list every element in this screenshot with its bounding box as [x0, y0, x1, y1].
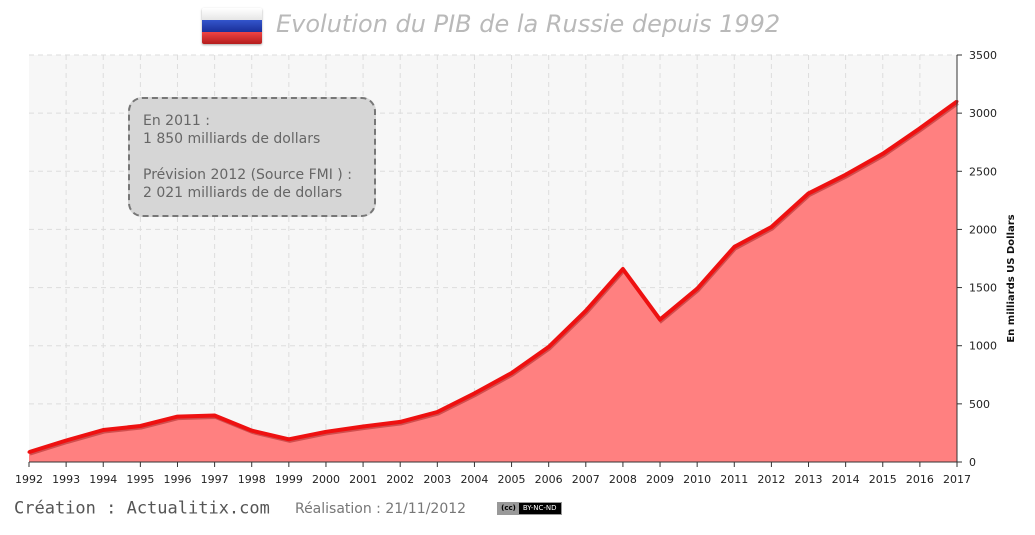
data-point: [547, 345, 551, 349]
x-tick-label: 2015: [869, 473, 897, 486]
x-tick-label: 2002: [386, 473, 414, 486]
license-text: BY-NC-ND: [522, 504, 557, 512]
x-tick-label: 2012: [757, 473, 785, 486]
x-tick-label: 1992: [15, 473, 43, 486]
x-tick-label: 2001: [349, 473, 377, 486]
data-point: [101, 428, 105, 432]
realisation-date: Réalisation : 21/11/2012: [294, 500, 467, 517]
x-tick-label: 2006: [535, 473, 563, 486]
x-tick-label: 2017: [943, 473, 971, 486]
x-tick-label: 2009: [646, 473, 674, 486]
x-tick-label: 2014: [832, 473, 860, 486]
data-point: [695, 287, 699, 291]
chart-header: Evolution du PIB de la Russie depuis 199…: [0, 4, 1035, 44]
data-point: [324, 430, 328, 434]
annotation-line-4: 2 021 milliards de de dollars: [143, 185, 343, 201]
data-point: [175, 415, 179, 419]
data-point: [138, 424, 142, 428]
y-tick-label: 0: [969, 456, 976, 469]
y-tick-label: 1000: [969, 340, 997, 353]
x-tick-label: 1993: [52, 473, 80, 486]
data-point: [361, 425, 365, 429]
chart-title: Evolution du PIB de la Russie depuis 199…: [276, 10, 781, 38]
annotation-line-2: 1 850 milliards de dollars: [143, 131, 321, 147]
data-points: [27, 100, 959, 454]
y-tick-label: 1500: [969, 282, 997, 295]
annotation-line-1: En 2011 :: [143, 113, 210, 129]
gdp-line-shadow: [29, 102, 959, 456]
x-tick-label: 1994: [89, 473, 117, 486]
y-axis-label: En milliards US Dollars: [1006, 214, 1017, 342]
x-tick-label: 2007: [572, 473, 600, 486]
y-tick-label: 500: [969, 398, 990, 411]
data-point: [807, 191, 811, 195]
annotation-box: En 2011 : 1 850 milliards de dollars Pré…: [128, 97, 376, 217]
data-point: [27, 450, 31, 454]
y-tick-label: 2500: [969, 165, 997, 178]
x-tick-label: 1997: [201, 473, 229, 486]
data-point: [732, 245, 736, 249]
data-point: [250, 429, 254, 433]
data-point: [213, 413, 217, 417]
data-point: [510, 371, 514, 375]
x-tick-label: 1998: [238, 473, 266, 486]
y-tick-label: 3500: [969, 49, 997, 62]
x-tick-label: 2016: [906, 473, 934, 486]
x-tick-label: 2005: [498, 473, 526, 486]
data-point: [621, 267, 625, 271]
data-point: [435, 410, 439, 414]
cc-icon: (cc): [498, 503, 519, 514]
data-point: [584, 309, 588, 313]
x-tick-label: 2000: [312, 473, 340, 486]
x-tick-label: 2003: [423, 473, 451, 486]
x-tick-label: 1995: [126, 473, 154, 486]
x-tick-label: 1996: [163, 473, 191, 486]
data-point: [769, 225, 773, 229]
data-point: [398, 420, 402, 424]
y-axis: 0 500 1000 1500 2000 2500 3000 3500: [956, 49, 997, 469]
data-point: [658, 318, 662, 322]
x-tick-label: 2010: [683, 473, 711, 486]
x-tick-label: 1999: [275, 473, 303, 486]
y-tick-label: 3000: [969, 107, 997, 120]
data-point: [64, 438, 68, 442]
data-point: [881, 152, 885, 156]
data-point: [918, 126, 922, 130]
russia-flag-icon: [202, 8, 262, 44]
data-point: [844, 173, 848, 177]
y-tick-label: 2000: [969, 223, 997, 236]
credit-text: Création : Actualitix.com: [14, 498, 270, 519]
data-point: [472, 391, 476, 395]
x-tick-label: 2013: [795, 473, 823, 486]
x-tick-label: 2011: [720, 473, 748, 486]
footer: Création : Actualitix.com Réalisation : …: [14, 498, 562, 522]
x-tick-label: 2008: [609, 473, 637, 486]
data-point: [287, 437, 291, 441]
cc-license-badge: (cc) BY-NC-ND: [497, 502, 562, 515]
annotation-line-3: Prévision 2012 (Source FMI ) :: [143, 167, 352, 183]
gdp-area: [29, 101, 957, 462]
x-tick-label: 2004: [460, 473, 488, 486]
x-axis: 1992 1993 1994 1995 1996 1997 1998 1999 2000 2001…: [15, 461, 971, 486]
gdp-line: [28, 99, 959, 455]
